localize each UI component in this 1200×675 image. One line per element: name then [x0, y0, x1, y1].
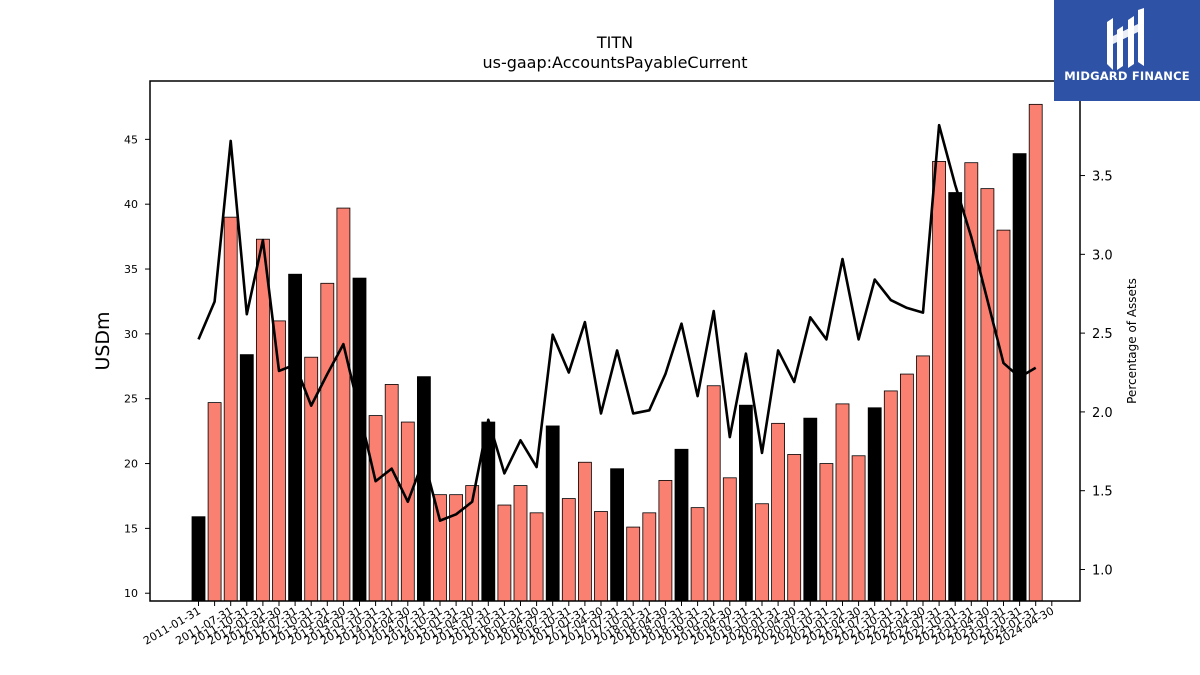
bar	[513, 485, 528, 602]
bar	[594, 511, 608, 602]
bar	[932, 160, 946, 602]
y-tick-label: 15	[124, 522, 138, 535]
bar	[964, 162, 979, 602]
bar	[835, 403, 850, 602]
plot-frame	[149, 80, 1081, 602]
y2-tick-label: 1.0	[1092, 563, 1113, 578]
bar	[336, 207, 351, 602]
y2-tick-label: 3.0	[1092, 248, 1113, 263]
bar	[433, 494, 447, 602]
y2-tick-label: 2.5	[1092, 327, 1113, 342]
y-axis-label: USDm	[92, 311, 114, 370]
y-tick-label: 30	[124, 328, 138, 341]
y-tick-label: 20	[124, 458, 138, 471]
bar	[239, 354, 254, 602]
bar	[626, 526, 641, 602]
logo-text: MIDGARD FINANCE	[1064, 69, 1190, 83]
bar	[497, 504, 512, 602]
bar	[706, 385, 721, 602]
y-tick-label: 35	[124, 263, 138, 276]
bar	[722, 477, 737, 602]
bar	[739, 404, 753, 602]
bar	[384, 384, 399, 602]
y-axis-left: 10 15 20 25 30 35 40 45	[124, 133, 150, 600]
bar	[610, 468, 624, 602]
bar	[207, 402, 222, 602]
bar	[980, 188, 995, 602]
bar	[561, 498, 576, 602]
bar	[658, 479, 673, 602]
bar	[787, 454, 802, 602]
bar	[400, 421, 415, 602]
percentage-line	[197, 123, 1037, 522]
bar	[320, 282, 335, 602]
bar	[578, 461, 592, 602]
midgard-finance-logo-icon	[1107, 8, 1144, 70]
y2-tick-label: 3.5	[1092, 170, 1113, 185]
bar	[368, 415, 383, 602]
bar	[545, 425, 560, 602]
bar	[819, 463, 834, 602]
bar	[690, 507, 705, 602]
bar	[416, 376, 431, 602]
bar	[191, 516, 206, 602]
bar	[255, 238, 270, 602]
bar	[916, 355, 930, 602]
bar	[851, 455, 866, 602]
bar	[352, 277, 367, 602]
bar	[288, 273, 303, 602]
bar	[900, 373, 914, 602]
y-tick-label: 25	[124, 393, 138, 406]
y-tick-label: 10	[124, 587, 138, 600]
y2-axis-label: Percentage of Assets	[1125, 278, 1139, 404]
x-axis: 2011-01-312011-07-312011-10-312012-01-31…	[141, 601, 1056, 648]
bar	[674, 448, 689, 602]
chart-title: TITN	[596, 33, 633, 52]
bar	[803, 417, 818, 602]
bar	[529, 512, 544, 602]
bar	[755, 503, 769, 602]
bar	[642, 512, 657, 602]
y2-tick-label: 1.5	[1092, 485, 1113, 500]
bar	[223, 216, 238, 602]
bar	[996, 229, 1011, 602]
y2-tick-label: 2.0	[1092, 406, 1113, 421]
bar	[867, 407, 882, 602]
bar	[1028, 103, 1043, 602]
bar	[771, 422, 785, 602]
chart-subtitle: us-gaap:AccountsPayableCurrent	[482, 53, 747, 72]
y-axis-right: 1.0 1.5 2.0 2.5 3.0 3.5	[1080, 170, 1113, 578]
y-tick-label: 45	[124, 133, 138, 146]
y-tick-label: 40	[124, 198, 138, 211]
bar	[883, 390, 898, 602]
midgard-finance-logo: MIDGARD FINANCE	[1054, 0, 1200, 101]
bar	[948, 192, 963, 602]
